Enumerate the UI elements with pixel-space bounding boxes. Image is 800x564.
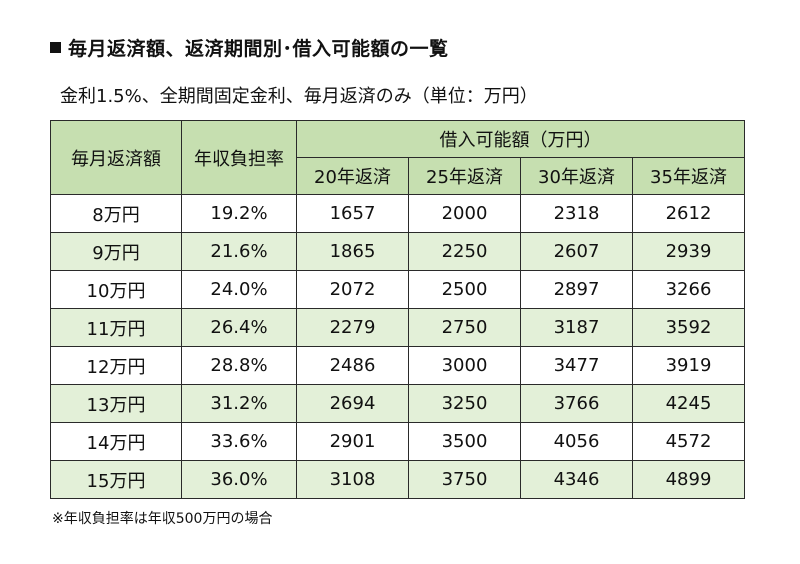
cell-borrowable-amount: 3250	[408, 384, 521, 423]
cell-borrowable-amount: 2500	[408, 270, 521, 309]
table-row: 13万円 31.2% 2694 3250 3766 4245	[50, 384, 745, 423]
cell-borrowable-amount: 4346	[520, 460, 633, 499]
cell-borrowable-amount: 3187	[520, 308, 633, 347]
page-title: 毎月返済額、返済期間別･借入可能額の一覧	[50, 34, 449, 61]
cell-income-ratio: 19.2%	[181, 194, 297, 233]
cell-borrowable-amount: 2901	[296, 422, 409, 461]
cell-borrowable-amount: 2694	[296, 384, 409, 423]
cell-borrowable-amount: 3477	[520, 346, 633, 385]
cell-borrowable-amount: 3592	[632, 308, 745, 347]
cell-monthly-payment: 14万円	[50, 422, 182, 461]
cell-borrowable-amount: 2279	[296, 308, 409, 347]
table-row: 14万円 33.6% 2901 3500 4056 4572	[50, 422, 745, 461]
table-subtitle: 金利1.5%、全期間固定金利、毎月返済のみ（単位：万円）	[60, 86, 538, 107]
cell-borrowable-amount: 3750	[408, 460, 521, 499]
table-row: 10万円 24.0% 2072 2500 2897 3266	[50, 270, 745, 309]
table-row: 15万円 36.0% 3108 3750 4346 4899	[50, 460, 745, 499]
cell-borrowable-amount: 2750	[408, 308, 521, 347]
cell-monthly-payment: 9万円	[50, 232, 182, 271]
cell-borrowable-amount: 1657	[296, 194, 409, 233]
cell-monthly-payment: 13万円	[50, 384, 182, 423]
cell-borrowable-amount: 4056	[520, 422, 633, 461]
table-row: 11万円 26.4% 2279 2750 3187 3592	[50, 308, 745, 347]
header-period-35: 35年返済	[632, 157, 745, 195]
footnote: ※年収負担率は年収500万円の場合	[52, 511, 273, 527]
table-row: 8万円 19.2% 1657 2000 2318 2612	[50, 194, 745, 233]
cell-borrowable-amount: 3919	[632, 346, 745, 385]
loan-table: 毎月返済額 年収負担率 借入可能額（万円） 20年返済 25年返済 30年返済 …	[50, 120, 745, 499]
cell-borrowable-amount: 3500	[408, 422, 521, 461]
cell-borrowable-amount: 4899	[632, 460, 745, 499]
cell-borrowable-amount: 4245	[632, 384, 745, 423]
cell-income-ratio: 33.6%	[181, 422, 297, 461]
cell-income-ratio: 26.4%	[181, 308, 297, 347]
cell-borrowable-amount: 2939	[632, 232, 745, 271]
cell-borrowable-amount: 2000	[408, 194, 521, 233]
cell-monthly-payment: 15万円	[50, 460, 182, 499]
cell-income-ratio: 24.0%	[181, 270, 297, 309]
cell-borrowable-amount: 2318	[520, 194, 633, 233]
cell-borrowable-amount: 1865	[296, 232, 409, 271]
cell-borrowable-amount: 3000	[408, 346, 521, 385]
header-income-ratio: 年収負担率	[181, 120, 297, 195]
black-square-icon	[50, 42, 61, 53]
cell-borrowable-amount: 4572	[632, 422, 745, 461]
cell-monthly-payment: 10万円	[50, 270, 182, 309]
table-row: 9万円 21.6% 1865 2250 2607 2939	[50, 232, 745, 271]
header-period-25: 25年返済	[408, 157, 521, 195]
cell-monthly-payment: 11万円	[50, 308, 182, 347]
cell-borrowable-amount: 2897	[520, 270, 633, 309]
cell-borrowable-amount: 2486	[296, 346, 409, 385]
cell-income-ratio: 36.0%	[181, 460, 297, 499]
cell-borrowable-amount: 3766	[520, 384, 633, 423]
cell-monthly-payment: 12万円	[50, 346, 182, 385]
cell-borrowable-amount: 2607	[520, 232, 633, 271]
cell-income-ratio: 21.6%	[181, 232, 297, 271]
header-borrowable-amount: 借入可能額（万円）	[296, 120, 745, 158]
cell-borrowable-amount: 3266	[632, 270, 745, 309]
page-title-text: 毎月返済額、返済期間別･借入可能額の一覧	[68, 38, 449, 60]
cell-monthly-payment: 8万円	[50, 194, 182, 233]
header-monthly-payment: 毎月返済額	[50, 120, 182, 195]
cell-income-ratio: 31.2%	[181, 384, 297, 423]
cell-borrowable-amount: 2612	[632, 194, 745, 233]
table-body: 8万円 19.2% 1657 2000 2318 2612 9万円 21.6% 1865 2250…	[50, 194, 745, 499]
cell-borrowable-amount: 2072	[296, 270, 409, 309]
header-period-30: 30年返済	[520, 157, 633, 195]
table-row: 12万円 28.8% 2486 3000 3477 3919	[50, 346, 745, 385]
cell-borrowable-amount: 2250	[408, 232, 521, 271]
cell-borrowable-amount: 3108	[296, 460, 409, 499]
cell-income-ratio: 28.8%	[181, 346, 297, 385]
header-period-20: 20年返済	[296, 157, 409, 195]
